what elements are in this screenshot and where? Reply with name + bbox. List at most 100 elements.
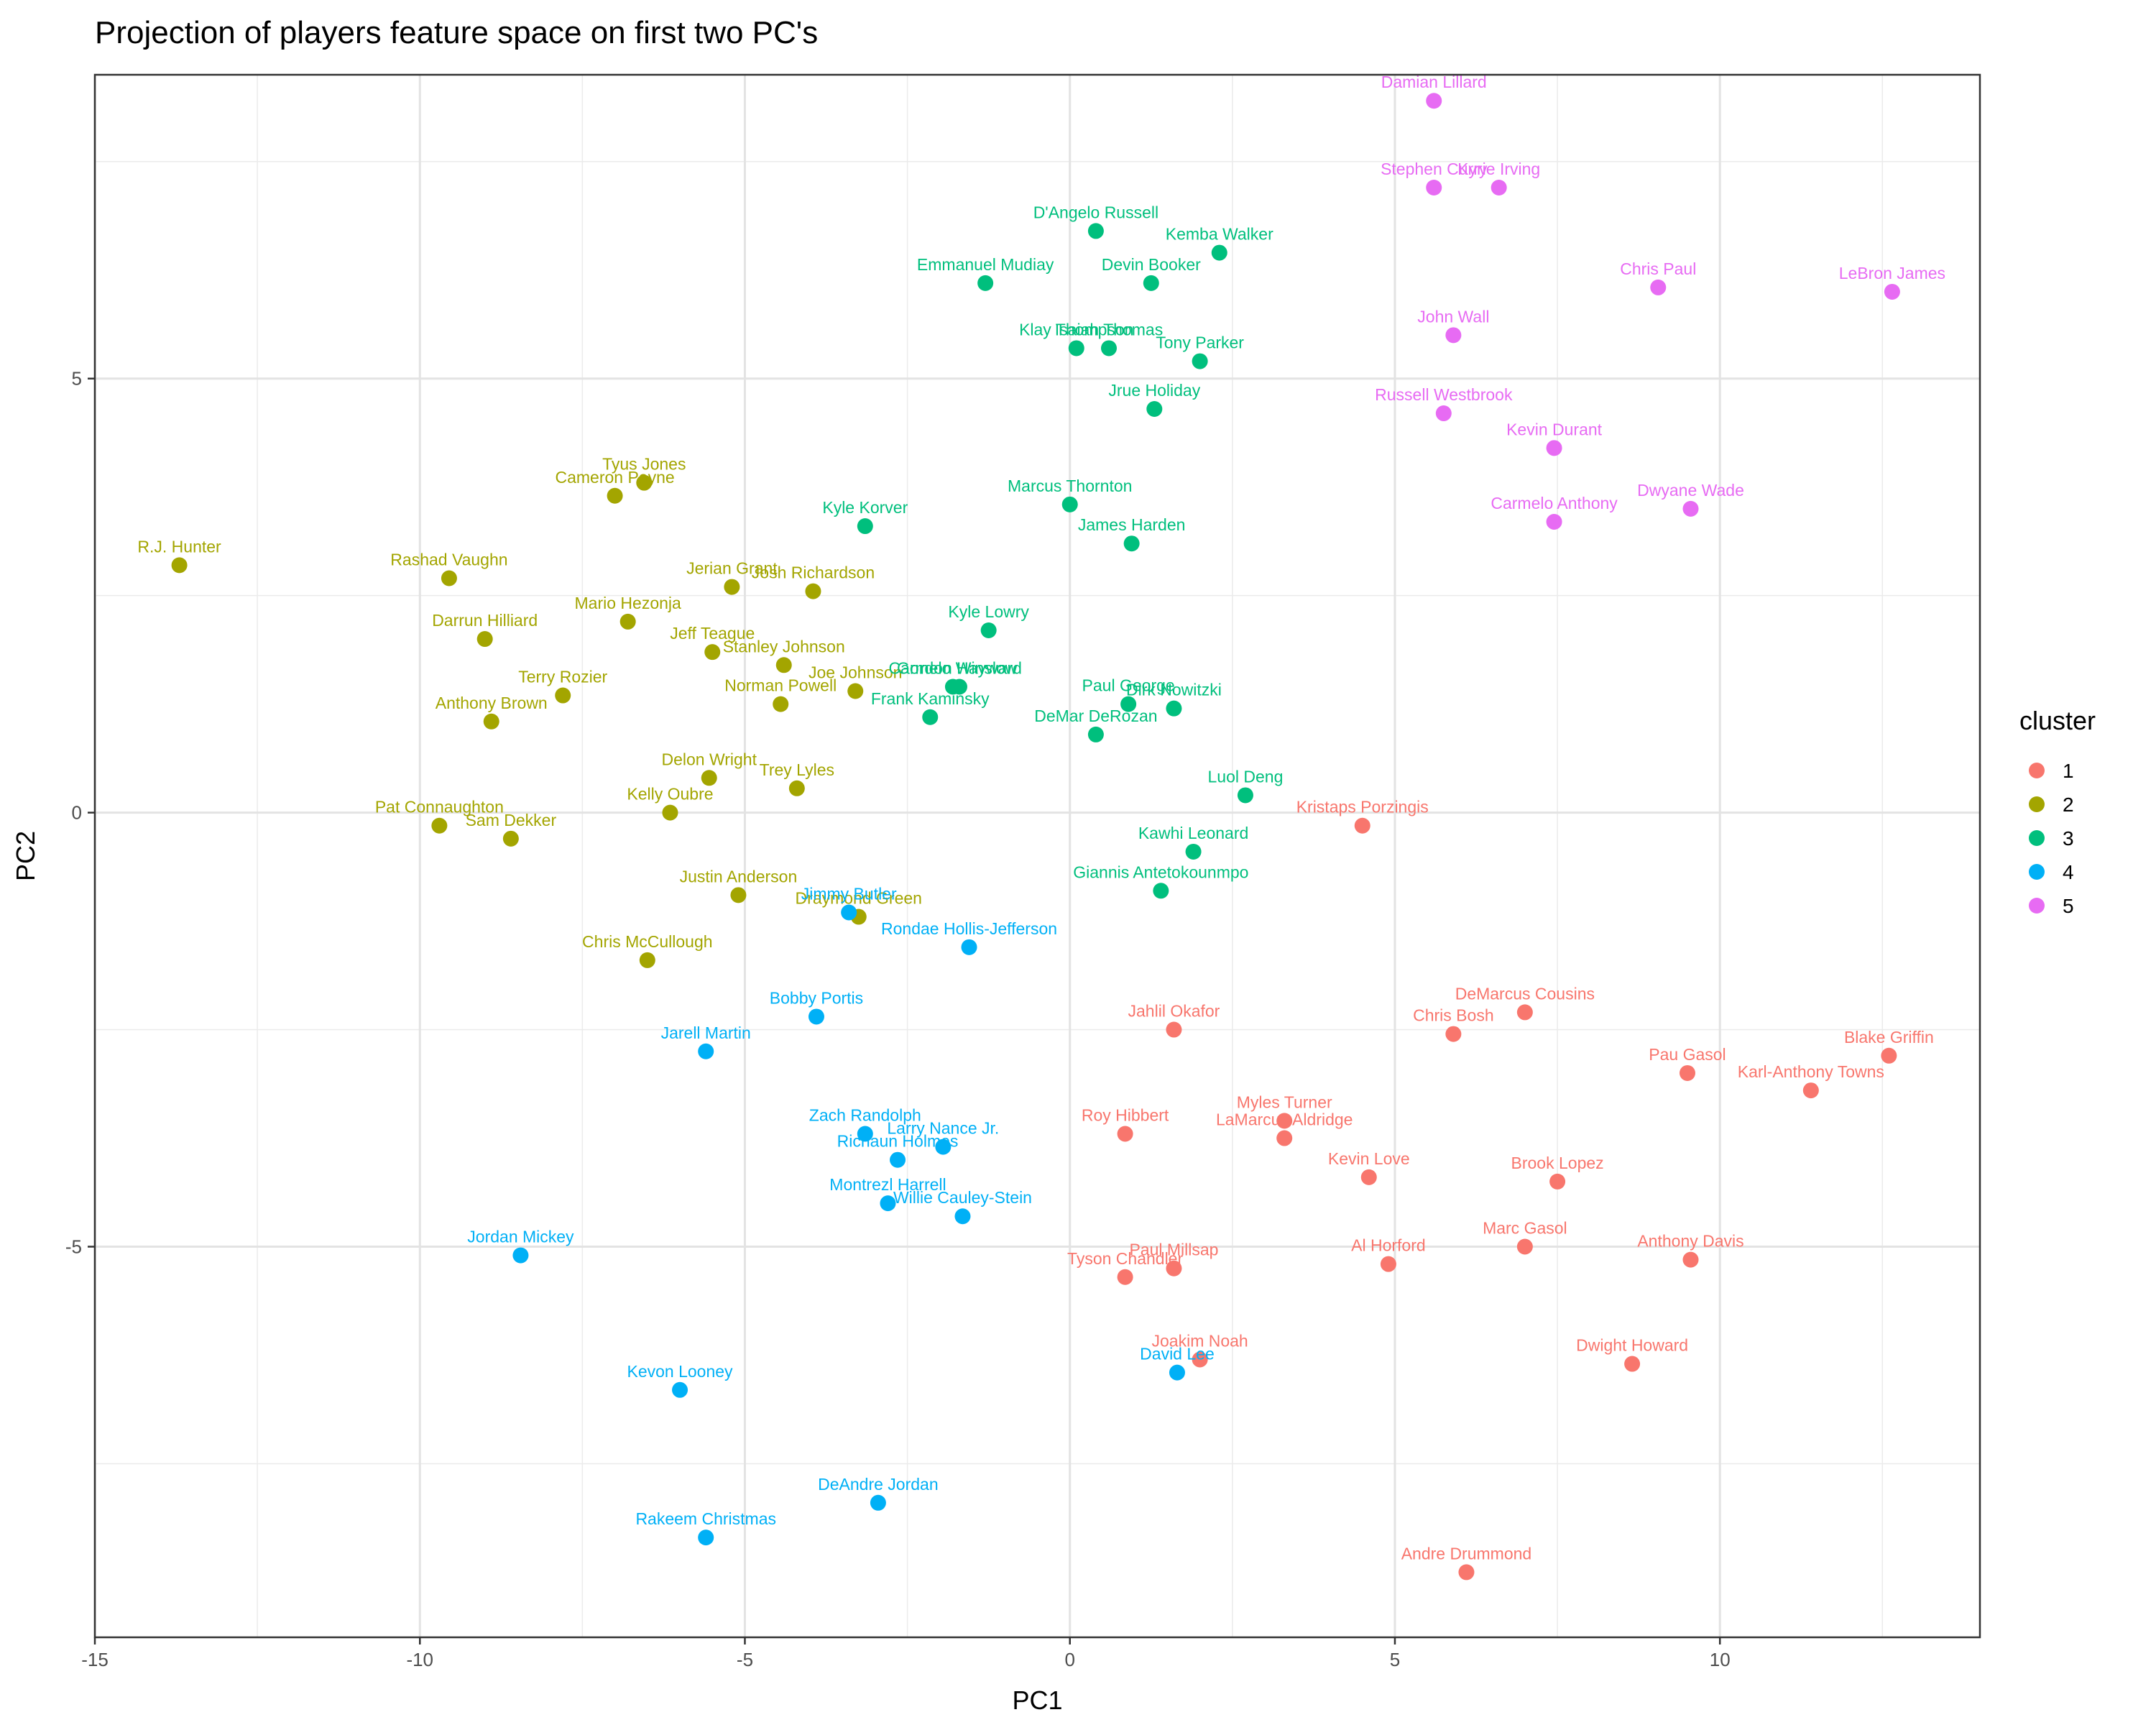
point-label: James Harden bbox=[1078, 515, 1186, 534]
point-label: Myles Turner bbox=[1237, 1092, 1332, 1111]
point-label: Roy Hibbert bbox=[1082, 1105, 1169, 1124]
grid-minor bbox=[95, 75, 1980, 1637]
point-label: Tyson Chandler bbox=[1067, 1249, 1183, 1268]
point-label: Anthony Brown bbox=[436, 694, 548, 712]
data-point bbox=[1650, 279, 1667, 295]
point-label: Zach Randolph bbox=[809, 1105, 921, 1124]
data-point bbox=[773, 696, 789, 712]
y-tick-label: -5 bbox=[65, 1236, 82, 1258]
data-point bbox=[1211, 244, 1227, 261]
point-label: Cameron Payne bbox=[555, 468, 674, 487]
x-tick-label: 10 bbox=[1710, 1649, 1731, 1670]
point-label: Rakeem Christmas bbox=[635, 1509, 776, 1528]
legend: cluster 1 2 3 4 5 bbox=[2019, 706, 2096, 917]
data-point bbox=[1445, 327, 1462, 344]
point-label: John Wall bbox=[1417, 307, 1489, 326]
point-label: Jordan Mickey bbox=[467, 1228, 574, 1246]
point-label: Dwight Howard bbox=[1576, 1336, 1688, 1355]
legend-key bbox=[2029, 796, 2045, 812]
data-point bbox=[1166, 1260, 1182, 1276]
data-point bbox=[805, 583, 821, 599]
legend-label: 3 bbox=[2063, 827, 2074, 850]
data-point bbox=[662, 804, 678, 821]
data-point bbox=[1682, 1251, 1699, 1268]
point-label: Chris Bosh bbox=[1413, 1006, 1493, 1025]
point-label: Kyle Korver bbox=[822, 498, 908, 517]
data-point bbox=[1546, 514, 1562, 530]
point-label: Justin Anderson bbox=[680, 867, 798, 886]
point-label: Paul Millsap bbox=[1129, 1241, 1218, 1259]
data-point bbox=[847, 683, 864, 699]
point-label: Karl-Anthony Towns bbox=[1738, 1062, 1884, 1081]
data-point bbox=[1516, 1238, 1533, 1255]
data-point bbox=[1087, 726, 1104, 742]
data-point bbox=[857, 518, 873, 535]
point-label: Al Horford bbox=[1351, 1236, 1426, 1255]
point-label: Kelly Oubre bbox=[627, 785, 713, 804]
x-tick-label: 5 bbox=[1390, 1649, 1400, 1670]
data-point bbox=[1117, 1126, 1133, 1142]
y-tick-label: 5 bbox=[72, 368, 82, 390]
data-point bbox=[1192, 353, 1208, 369]
data-points bbox=[171, 93, 1900, 1581]
data-point bbox=[1120, 696, 1137, 712]
chart-title: Projection of players feature space on f… bbox=[95, 15, 818, 50]
data-point bbox=[1276, 1130, 1293, 1146]
data-point bbox=[1146, 400, 1163, 417]
data-point bbox=[730, 887, 747, 903]
x-tick-label: 0 bbox=[1064, 1649, 1074, 1670]
data-point bbox=[1354, 817, 1370, 834]
legend-key bbox=[2029, 898, 2045, 914]
point-label: Willie Cauley-Stein bbox=[893, 1188, 1032, 1207]
data-point bbox=[502, 830, 519, 847]
point-label: Blake Griffin bbox=[1844, 1028, 1934, 1046]
data-point bbox=[1426, 93, 1442, 109]
point-label: Carmelo Winslow bbox=[888, 658, 1017, 677]
point-label: Dirk Nowitzki bbox=[1126, 681, 1222, 699]
point-label: Emmanuel Mudiay bbox=[917, 255, 1054, 274]
x-tick-label: -10 bbox=[406, 1649, 433, 1670]
data-point bbox=[775, 657, 792, 673]
data-point bbox=[977, 275, 994, 291]
point-label: Isaiah Thomas bbox=[1055, 320, 1163, 339]
data-point bbox=[788, 780, 805, 796]
point-label: Stanley Johnson bbox=[723, 637, 845, 656]
point-label: Anthony Davis bbox=[1637, 1232, 1743, 1251]
point-label: Kristaps Porzingis bbox=[1296, 798, 1429, 816]
data-point bbox=[1117, 1269, 1133, 1285]
point-label: Kyle Lowry bbox=[948, 602, 1029, 621]
point-label: LaMarcus Aldridge bbox=[1216, 1110, 1353, 1129]
data-point bbox=[441, 570, 457, 586]
point-label: Trey Lyles bbox=[760, 760, 834, 779]
data-point bbox=[1143, 275, 1159, 291]
point-label: Brook Lopez bbox=[1511, 1154, 1604, 1172]
data-point bbox=[1884, 283, 1900, 300]
data-point bbox=[808, 1008, 824, 1025]
point-label: David Lee bbox=[1140, 1345, 1215, 1363]
data-point bbox=[1435, 405, 1452, 422]
point-label: Chris Paul bbox=[1620, 259, 1696, 278]
point-label: Jimmy Butler bbox=[801, 885, 897, 903]
data-point bbox=[701, 770, 717, 786]
data-point bbox=[1237, 787, 1253, 804]
point-label: Andre Drummond bbox=[1401, 1544, 1532, 1563]
point-label: Pau Gasol bbox=[1649, 1045, 1726, 1064]
point-label: Delon Wright bbox=[661, 750, 757, 768]
point-label: DeMar DeRozan bbox=[1034, 707, 1157, 725]
data-point bbox=[483, 713, 499, 730]
point-label: Stephen Curry bbox=[1381, 160, 1488, 178]
data-point bbox=[1192, 1351, 1208, 1368]
y-axis: -5 0 5 bbox=[65, 368, 95, 1258]
data-point bbox=[1068, 340, 1084, 356]
point-label: LeBron James bbox=[1839, 264, 1945, 282]
y-tick-label: 0 bbox=[72, 802, 82, 824]
point-label: Joe Johnson bbox=[808, 663, 902, 682]
point-label: Chris McCullough bbox=[582, 932, 713, 951]
point-label: Carmelo Anthony bbox=[1491, 494, 1618, 512]
data-point bbox=[704, 644, 721, 661]
point-label: Kyrie Irving bbox=[1457, 160, 1540, 178]
data-point bbox=[1491, 180, 1507, 196]
point-label: DeMarcus Cousins bbox=[1455, 984, 1595, 1003]
point-label: Kevon Looney bbox=[627, 1362, 733, 1381]
